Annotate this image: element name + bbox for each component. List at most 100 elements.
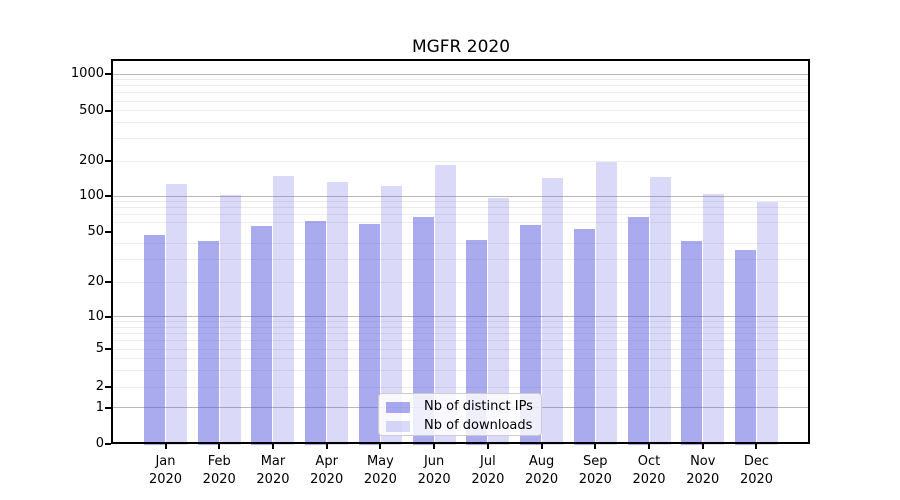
bar-ips-sep [573,228,595,445]
bar-downloads-dec [756,202,778,445]
bar-ips-oct [627,217,649,445]
x-tick-mark [218,444,221,449]
x-tick-mark [540,444,543,449]
y-tick-mark [105,230,111,233]
minor-gridline [113,332,809,334]
bar-ips-apr [305,220,327,445]
y-tick-label: 500 [79,102,104,118]
bar-downloads-sep [595,162,617,445]
x-tick-label: Nov 2020 [686,454,720,487]
x-tick-label: Sep 2020 [578,454,612,487]
bar-ips-aug [520,224,542,445]
x-tick-mark [379,444,382,449]
legend-label: Nb of downloads [424,418,533,433]
minor-gridline [113,206,809,208]
bar-ips-jan [144,235,165,445]
minor-gridline [113,243,809,245]
minor-gridline [113,369,809,371]
minor-gridline [113,348,809,350]
minor-gridline [113,213,809,215]
minor-gridline [113,160,809,162]
y-tick-label: 100 [79,188,104,203]
x-tick-label: Jan 2020 [148,454,183,487]
minor-gridline [113,92,809,94]
bar-ips-mar [251,225,273,445]
bar-ips-may [358,224,380,445]
minor-gridline [113,100,809,102]
x-tick-label: May 2020 [363,454,397,487]
minor-gridline [113,122,809,124]
bar-ips-feb [197,241,219,445]
x-tick-label: Jul 2020 [471,454,505,487]
y-tick-label: 10 [87,308,104,324]
y-tick-label: 200 [79,153,104,168]
x-tick-label: Apr 2020 [310,454,344,487]
minor-gridline [113,386,809,388]
y-tick-mark [105,386,111,388]
x-tick-label: Feb 2020 [202,454,236,487]
bar-downloads-may [380,185,402,445]
minor-gridline [113,357,809,359]
x-tick-mark [271,444,274,449]
y-tick-label: 20 [87,274,104,289]
x-tick-mark [648,444,651,449]
y-tick-mark [105,73,111,75]
minor-gridline [113,85,809,87]
y-tick-label: 50 [87,223,104,239]
y-tick-label: 5 [95,341,104,357]
y-tick-mark [105,281,111,283]
legend-swatch-icon [386,420,410,432]
bar-downloads-oct [649,176,671,445]
x-tick-mark [701,444,704,449]
minor-gridline [113,281,809,283]
y-tick-mark [105,160,111,162]
x-tick-label: Oct 2020 [632,454,666,487]
y-tick-label: 0 [95,436,104,451]
y-tick-mark [105,109,111,112]
y-tick-mark [105,406,111,409]
y-tick-label: 2 [95,379,104,394]
bar-ips-dec [734,249,756,445]
x-tick-mark [433,444,436,449]
x-tick-mark [594,444,597,449]
minor-gridline [113,221,809,223]
x-tick-mark [164,444,167,449]
minor-gridline [113,138,809,140]
bar-downloads-feb [219,195,241,445]
minor-gridline [113,326,809,328]
x-tick-label: Jun 2020 [417,454,451,487]
y-tick-mark [105,315,111,318]
legend-label: Nb of distinct IPs [424,399,533,414]
minor-gridline [113,110,809,112]
bar-ips-nov [681,241,703,445]
bar-downloads-mar [273,175,295,445]
bar-downloads-jun [434,164,456,445]
legend-swatch-icon [386,401,410,413]
legend-row: Nb of distinct IPs [379,398,541,416]
y-tick-mark [105,348,111,351]
x-tick-label: Aug 2020 [525,454,559,487]
bar-downloads-jan [166,183,187,445]
x-tick-label: Dec 2020 [739,454,774,487]
x-tick-mark [486,444,489,449]
x-tick-mark [755,444,758,449]
y-tick-label: 1 [95,399,104,415]
minor-gridline [113,320,809,322]
major-gridline [113,195,809,197]
minor-gridline [113,340,809,342]
y-tick-mark [105,195,111,197]
minor-gridline [113,259,809,261]
y-tick-mark [105,443,111,445]
bar-downloads-aug [542,177,564,445]
y-tick-label: 1000 [70,66,104,81]
chart-title: MGFR 2020 [411,37,511,57]
bar-downloads-nov [703,193,725,445]
legend-row: Nb of downloads [379,417,541,435]
major-gridline [113,73,809,75]
major-gridline [113,316,809,317]
x-tick-mark [325,444,328,449]
x-tick-label: Mar 2020 [256,454,290,487]
minor-gridline [113,200,809,202]
bar-ips-jun [412,216,434,445]
